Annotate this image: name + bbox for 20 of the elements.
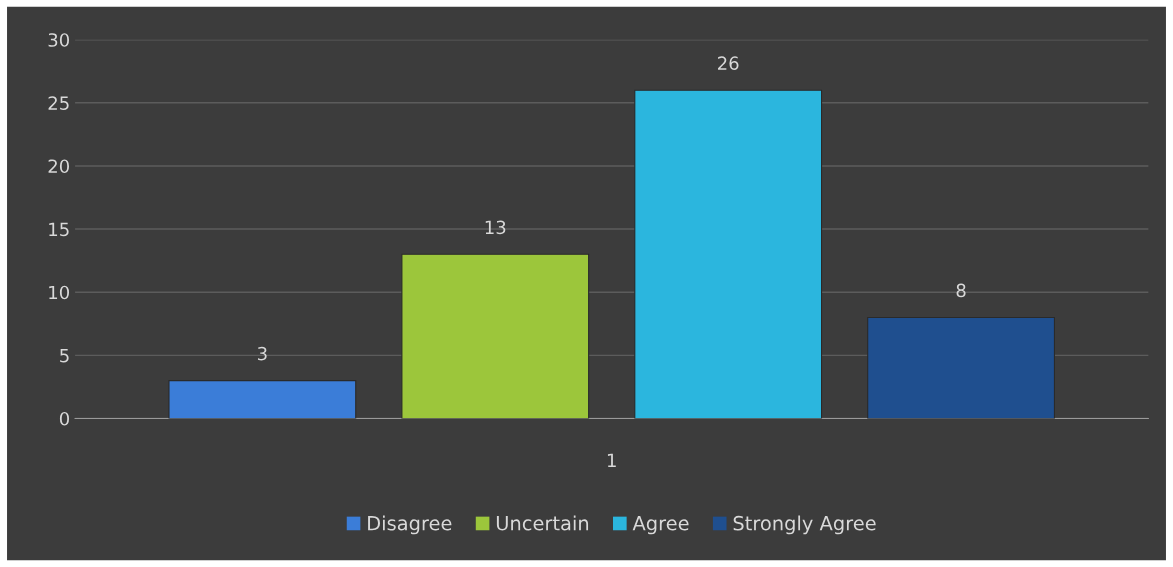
data-label: 8	[956, 283, 966, 298]
y-tick-label: 25	[48, 96, 69, 110]
y-tick-label: 20	[48, 159, 70, 174]
legend-label: Disagree	[368, 515, 452, 535]
bar	[401, 253, 590, 419]
x-tick-label: 1	[607, 453, 616, 467]
legend-label: Uncertain	[496, 515, 589, 531]
bar	[634, 89, 823, 419]
y-tick-label: 15	[49, 222, 69, 237]
y-tick-label: 30	[48, 33, 70, 47]
bar	[867, 316, 1056, 419]
y-tick-label: 0	[59, 411, 70, 426]
y-tick-label: 10	[49, 285, 70, 300]
data-label: 26	[718, 56, 739, 71]
data-label: 3	[257, 346, 267, 361]
legend-label: Strongly Agree	[733, 515, 876, 535]
y-tick-label: 5	[60, 349, 69, 363]
legend-label: Agree	[632, 516, 689, 535]
bar	[168, 380, 357, 419]
data-label: 13	[485, 220, 506, 235]
